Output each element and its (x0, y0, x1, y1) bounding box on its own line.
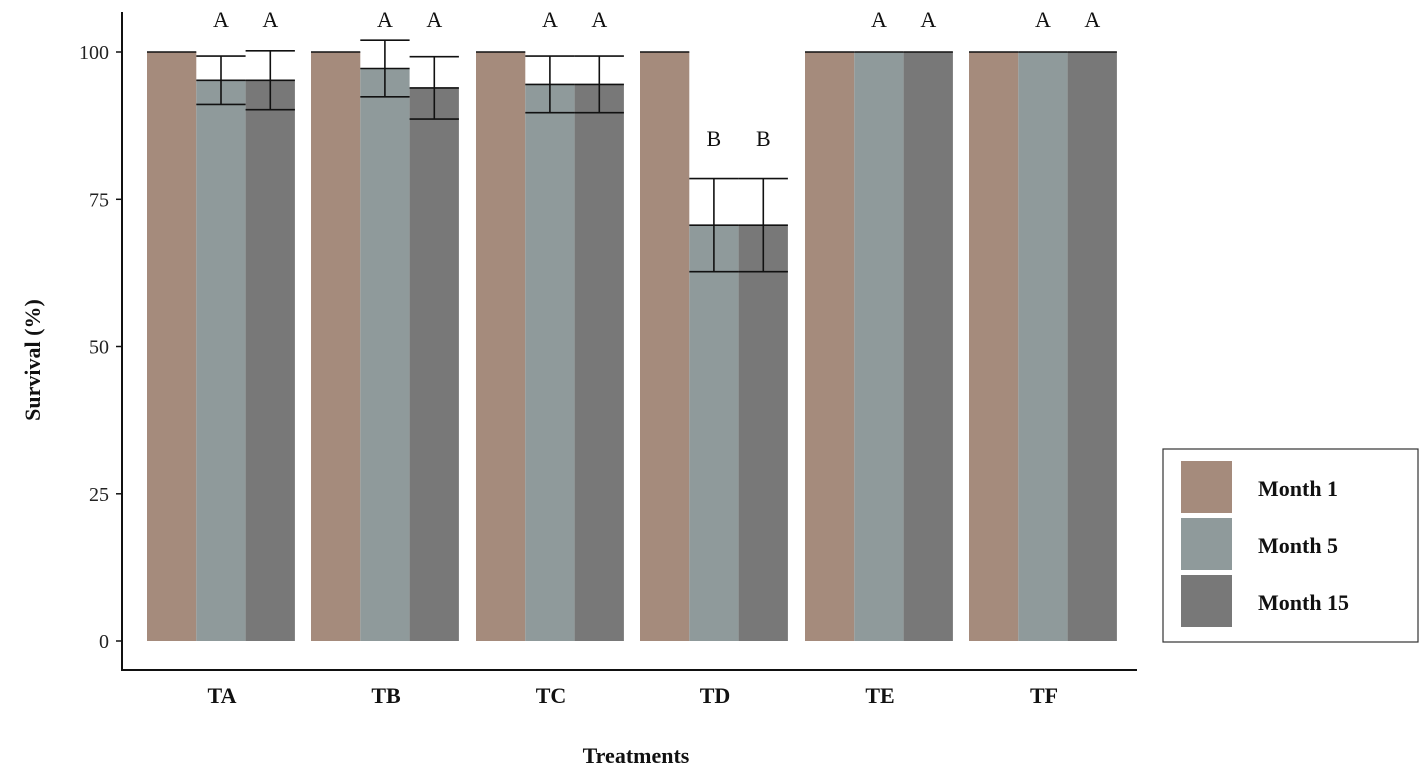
significance-label: B (756, 126, 771, 151)
legend-swatch-series-2 (1181, 518, 1232, 570)
legend-label: Month 5 (1258, 533, 1338, 558)
x-axis-title: Treatments (583, 743, 690, 768)
bar-tb-series-1 (311, 52, 361, 641)
y-tick-label: 100 (79, 42, 109, 64)
significance-label: A (377, 7, 393, 32)
significance-label: A (213, 7, 229, 32)
bars-layer (147, 52, 1117, 642)
significance-label: A (591, 7, 607, 32)
bar-tc-series-1 (476, 52, 526, 641)
significance-label: A (1084, 7, 1100, 32)
x-tick-label: TF (1030, 683, 1058, 708)
y-axis-title: Survival (%) (20, 299, 45, 421)
bar-td-series-1 (640, 52, 690, 641)
significance-label: A (262, 7, 278, 32)
bar-ta-series-1 (147, 52, 197, 641)
x-tick-label: TD (700, 683, 731, 708)
bar-tf-series-2 (1018, 52, 1068, 641)
x-tick-label: TB (371, 683, 401, 708)
x-tick-label: TA (208, 683, 237, 708)
legend-swatch-series-3 (1181, 575, 1232, 627)
y-tick-label: 75 (89, 189, 109, 211)
bar-te-series-1 (805, 52, 855, 641)
legend: Month 1 Month 5 Month 15 (1162, 448, 1419, 643)
significance-label: A (1035, 7, 1051, 32)
bar-tb-series-3 (409, 87, 459, 641)
significance-label: A (426, 7, 442, 32)
significance-label: B (707, 126, 722, 151)
y-ticks-layer: 0 25 50 75 100 (79, 42, 122, 653)
bar-tb-series-2 (360, 68, 410, 641)
legend-label: Month 15 (1258, 590, 1349, 615)
bar-tc-series-3 (574, 84, 624, 641)
bar-te-series-2 (854, 52, 904, 641)
significance-labels-layer: A A A A A A B B A A A A (213, 7, 1100, 151)
legend-swatch-series-1 (1181, 461, 1232, 513)
bar-tc-series-2 (525, 84, 575, 641)
y-tick-label: 0 (99, 631, 109, 653)
bar-tf-series-3 (1067, 52, 1117, 641)
significance-label: A (871, 7, 887, 32)
significance-label: A (542, 7, 558, 32)
legend-label: Month 1 (1258, 476, 1338, 501)
x-tick-label: TE (865, 683, 894, 708)
bar-td-series-3 (738, 225, 788, 641)
bar-ta-series-3 (245, 80, 295, 642)
bar-tf-series-1 (969, 52, 1019, 641)
x-tick-label: TC (536, 683, 567, 708)
y-tick-label: 50 (89, 337, 109, 359)
bar-ta-series-2 (196, 80, 246, 642)
y-tick-label: 25 (89, 484, 109, 506)
error-bars-layer (147, 39, 1117, 273)
significance-label: A (920, 7, 936, 32)
bar-te-series-3 (903, 52, 953, 641)
bar-td-series-2 (689, 225, 739, 641)
x-tick-labels-layer: TA TB TC TD TE TF (208, 683, 1059, 708)
